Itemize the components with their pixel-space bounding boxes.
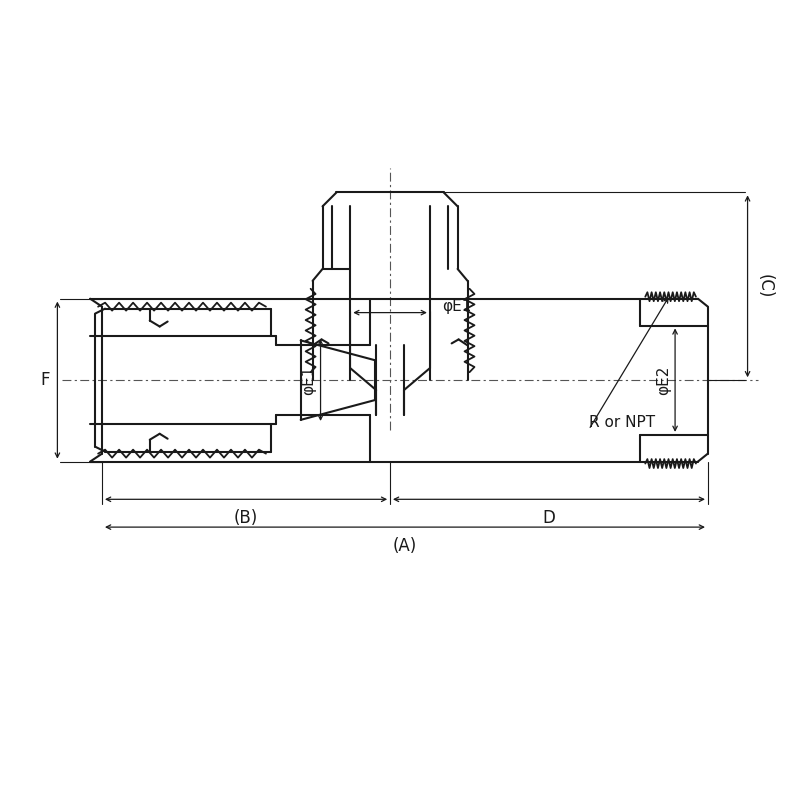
Text: (B): (B) [234, 510, 258, 527]
Text: F: F [40, 371, 50, 389]
Text: φE1: φE1 [442, 299, 471, 314]
Text: (C): (C) [755, 274, 774, 298]
Text: R or NPT: R or NPT [589, 414, 655, 430]
Text: φE2: φE2 [656, 366, 671, 395]
Text: D: D [542, 510, 555, 527]
Text: (A): (A) [393, 537, 417, 555]
Text: φE1: φE1 [302, 366, 317, 395]
